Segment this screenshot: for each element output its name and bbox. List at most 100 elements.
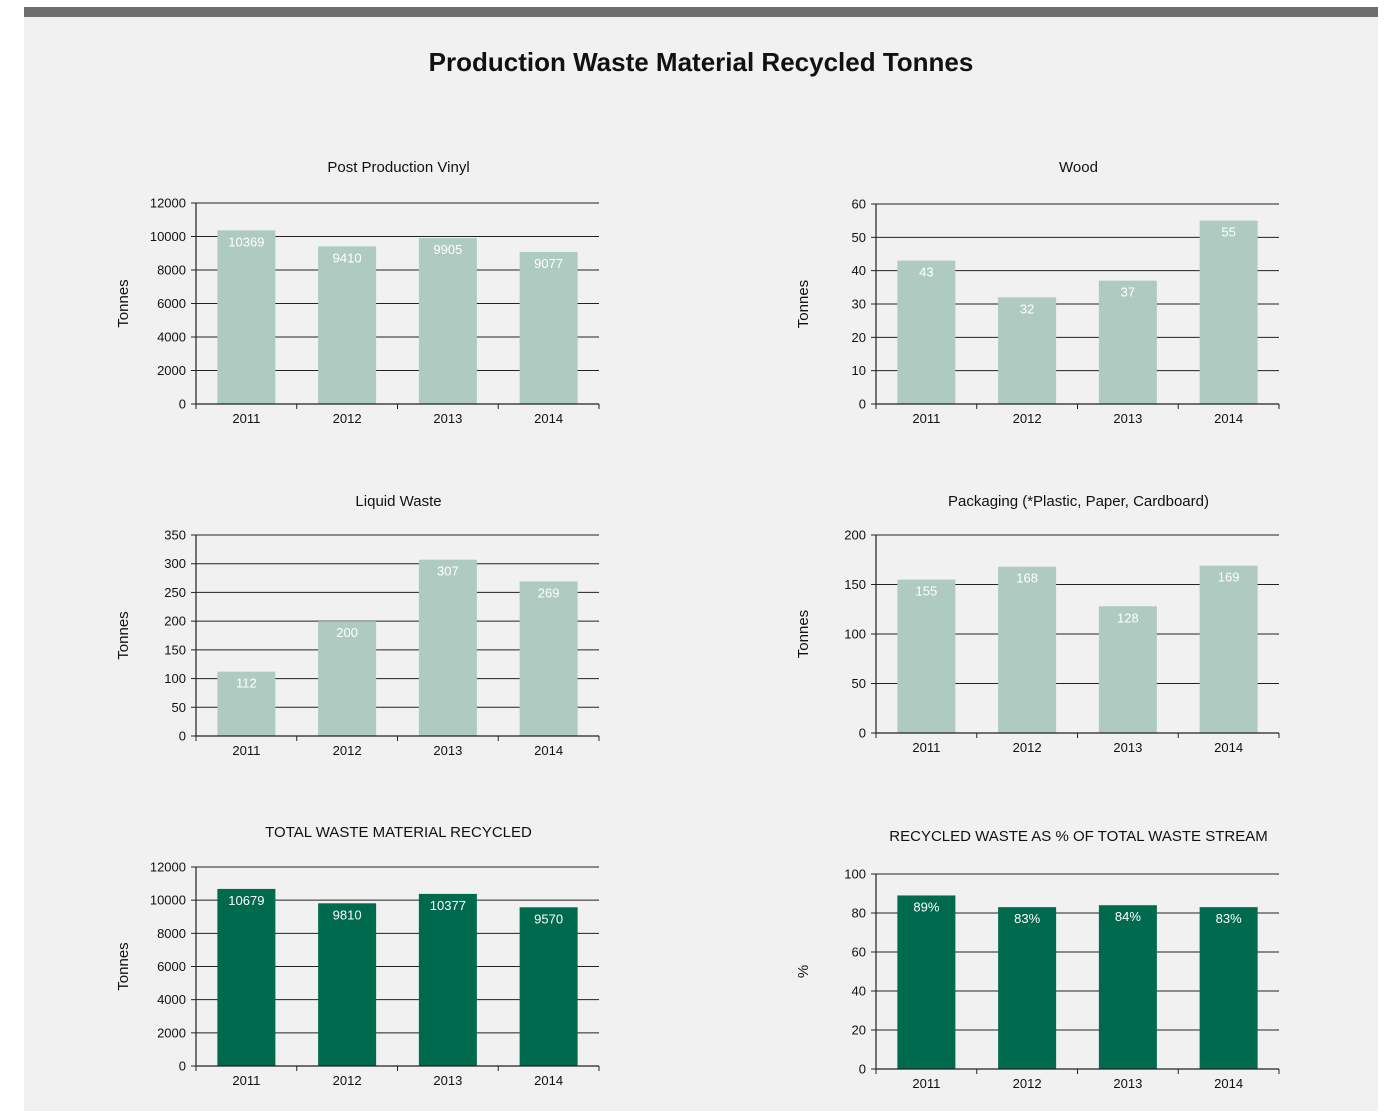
chart-packaging: Packaging (*Plastic, Paper, Cardboard) 0 5… xyxy=(760,477,1330,777)
y-axis-label: Tonnes xyxy=(115,942,132,990)
y-tick-label: 80 xyxy=(852,906,866,921)
chart-title: RECYCLED WASTE AS % OF TOTAL WASTE STREA… xyxy=(889,828,1267,845)
bar xyxy=(519,251,578,404)
x-tick-label: 2013 xyxy=(433,1073,462,1088)
data-label: 83% xyxy=(1216,911,1242,926)
y-tick-label: 6000 xyxy=(157,296,186,311)
chart-svg: Liquid Waste 0 50 100 150 200 250 300 350 Tonnes 1… xyxy=(115,493,600,758)
bar xyxy=(217,888,276,1066)
y-tick-label: 8000 xyxy=(157,263,186,278)
bar xyxy=(897,579,956,733)
chart-liquid-waste: Liquid Waste 0 50 100 150 200 250 300 350 Tonnes 1… xyxy=(80,477,650,777)
x-tick-label: 2012 xyxy=(333,411,362,426)
y-tick-label: 0 xyxy=(179,1059,186,1074)
data-label: 269 xyxy=(538,586,560,601)
x-tick-label: 2014 xyxy=(1214,411,1243,426)
bar xyxy=(1199,565,1258,733)
bar xyxy=(998,566,1057,733)
y-tick-label: 30 xyxy=(852,297,866,312)
data-label: 155 xyxy=(916,584,938,599)
y-tick-label: 0 xyxy=(179,729,186,744)
y-tick-label: 250 xyxy=(164,585,186,600)
y-tick-label: 2000 xyxy=(157,363,186,378)
chart-title: Packaging (*Plastic, Paper, Cardboard) xyxy=(948,493,1209,510)
y-tick-label: 50 xyxy=(852,676,866,691)
y-tick-label: 40 xyxy=(852,263,866,278)
bar xyxy=(897,260,956,404)
bar xyxy=(318,903,377,1066)
chart-svg: Wood 0 10 20 30 40 50 60 Tonnes 43 2011 32 2012 37 201… xyxy=(795,159,1280,426)
x-tick-label: 2012 xyxy=(333,743,362,758)
y-tick-label: 300 xyxy=(164,556,186,571)
chart-recycled-percent: RECYCLED WASTE AS % OF TOTAL WASTE STREA… xyxy=(760,807,1330,1107)
y-tick-label: 100 xyxy=(164,671,186,686)
x-tick-label: 2014 xyxy=(534,743,563,758)
top-bar xyxy=(24,7,1378,17)
y-tick-label: 12000 xyxy=(150,196,186,211)
bar xyxy=(519,907,578,1066)
chart-vinyl: Post Production Vinyl 0 2000 4000 6000 8000 10… xyxy=(80,142,650,442)
y-axis-label: % xyxy=(795,965,812,978)
y-tick-label: 4000 xyxy=(157,330,186,345)
y-tick-label: 60 xyxy=(852,945,866,960)
x-tick-label: 2012 xyxy=(333,1073,362,1088)
x-tick-label: 2011 xyxy=(912,411,940,426)
bar xyxy=(318,621,377,736)
chart-total-recycled: TOTAL WASTE MATERIAL RECYCLED 0 2000 4000 60… xyxy=(80,807,650,1107)
x-tick-label: 2013 xyxy=(433,411,462,426)
y-tick-label: 8000 xyxy=(157,926,186,941)
x-tick-label: 2011 xyxy=(912,1076,940,1091)
data-label: 37 xyxy=(1121,285,1135,300)
y-tick-label: 2000 xyxy=(157,1025,186,1040)
chart-svg: TOTAL WASTE MATERIAL RECYCLED 0 2000 4000 60… xyxy=(115,824,600,1088)
x-tick-label: 2011 xyxy=(912,740,940,755)
y-tick-label: 10000 xyxy=(150,229,186,244)
bar xyxy=(318,246,377,404)
x-tick-label: 2011 xyxy=(232,743,260,758)
bar xyxy=(217,671,276,736)
data-label: 32 xyxy=(1020,301,1034,316)
y-tick-label: 0 xyxy=(179,397,186,412)
data-label: 112 xyxy=(236,676,257,691)
y-tick-label: 10000 xyxy=(150,893,186,908)
y-tick-label: 20 xyxy=(852,330,866,345)
y-tick-label: 20 xyxy=(852,1023,866,1038)
bar xyxy=(998,297,1057,404)
y-tick-label: 50 xyxy=(172,700,186,715)
bar xyxy=(1098,280,1157,404)
y-axis-label: Tonnes xyxy=(115,279,132,327)
y-tick-label: 150 xyxy=(164,642,186,657)
y-tick-label: 0 xyxy=(859,726,866,741)
x-tick-label: 2014 xyxy=(1214,1076,1243,1091)
x-tick-label: 2014 xyxy=(534,411,563,426)
data-label: 307 xyxy=(437,564,459,579)
bar xyxy=(217,230,276,404)
bar xyxy=(1199,907,1258,1069)
y-tick-label: 150 xyxy=(844,577,866,592)
chart-svg: Packaging (*Plastic, Paper, Cardboard) 0 5… xyxy=(795,493,1280,755)
figure-panel: Production Waste Material Recycled Tonne… xyxy=(24,7,1378,1111)
data-label: 200 xyxy=(336,625,358,640)
data-label: 9410 xyxy=(333,250,362,265)
bar xyxy=(1199,220,1258,404)
data-label: 168 xyxy=(1016,571,1038,586)
data-label: 10369 xyxy=(228,234,264,249)
chart-svg: Post Production Vinyl 0 2000 4000 6000 8000 10… xyxy=(115,159,600,426)
y-tick-label: 60 xyxy=(852,197,866,212)
x-tick-label: 2013 xyxy=(1113,411,1142,426)
bar xyxy=(418,559,477,736)
y-tick-label: 0 xyxy=(859,1062,866,1077)
bar xyxy=(418,893,477,1066)
chart-wood: Wood 0 10 20 30 40 50 60 Tonnes 43 2011 32 2012 37 201… xyxy=(760,142,1330,442)
y-tick-label: 4000 xyxy=(157,992,186,1007)
bar xyxy=(1098,606,1157,733)
page-title: Production Waste Material Recycled Tonne… xyxy=(428,47,974,77)
chart-svg: RECYCLED WASTE AS % OF TOTAL WASTE STREA… xyxy=(795,828,1280,1091)
y-tick-label: 350 xyxy=(164,528,186,543)
y-tick-label: 200 xyxy=(844,528,866,543)
data-label: 128 xyxy=(1117,610,1139,625)
data-label: 9570 xyxy=(534,911,563,926)
bar xyxy=(519,581,578,736)
y-axis-label: Tonnes xyxy=(795,610,812,658)
data-label: 55 xyxy=(1221,225,1235,240)
